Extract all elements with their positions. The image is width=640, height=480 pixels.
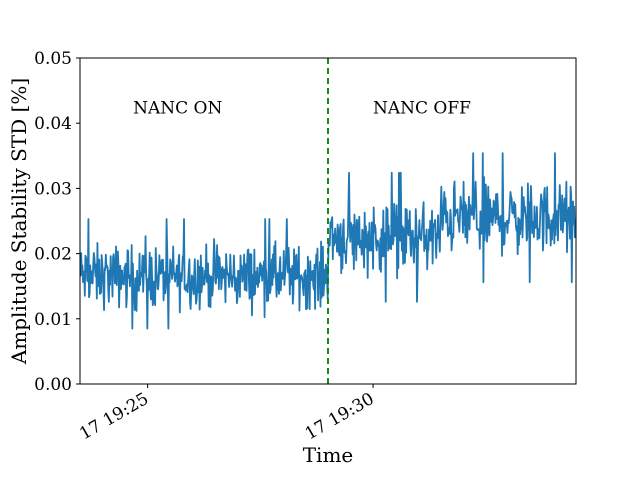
y-tick-label: 0.00 [34,375,72,395]
y-tick-label: 0.05 [34,49,72,69]
y-tick-label: 0.02 [34,245,72,265]
annotation-1: NANC OFF [373,98,471,118]
x-axis-label: Time [303,443,354,467]
y-tick-label: 0.03 [34,179,72,199]
axes-frame [79,57,577,385]
plot-area: NANC ON NANC OFF [80,58,576,384]
y-tick-label: 0.01 [34,310,72,330]
y-axis-label: Amplitude Stability STD [%] [7,78,31,365]
y-tick-label: 0.04 [34,114,72,134]
annotation-0: NANC ON [133,98,222,118]
series-line-0 [80,152,576,330]
